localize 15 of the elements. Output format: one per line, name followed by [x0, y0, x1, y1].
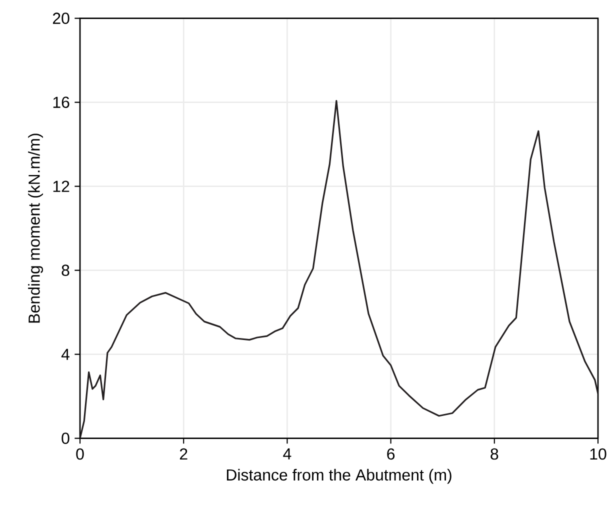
x-tick-label: 4	[283, 448, 292, 460]
y-tick-label: 12	[53, 180, 70, 192]
y-tick-label: 16	[53, 96, 70, 108]
x-axis-title: Distance from the Abutment (m)	[226, 468, 452, 484]
line-series	[80, 100, 598, 438]
x-tick-label: 2	[180, 448, 188, 460]
y-tick-label: 8	[62, 264, 70, 276]
x-tick-label: 10	[590, 448, 606, 460]
x-tick-label: 0	[76, 448, 84, 460]
y-tick-label: 0	[62, 432, 70, 444]
x-tick-label: 8	[490, 448, 498, 460]
y-tick-label: 20	[52, 12, 70, 24]
y-axis-title: Bending moment (kN.m/m)	[28, 134, 44, 323]
x-tick-label: 6	[387, 448, 395, 460]
y-tick-label: 4	[61, 348, 70, 360]
